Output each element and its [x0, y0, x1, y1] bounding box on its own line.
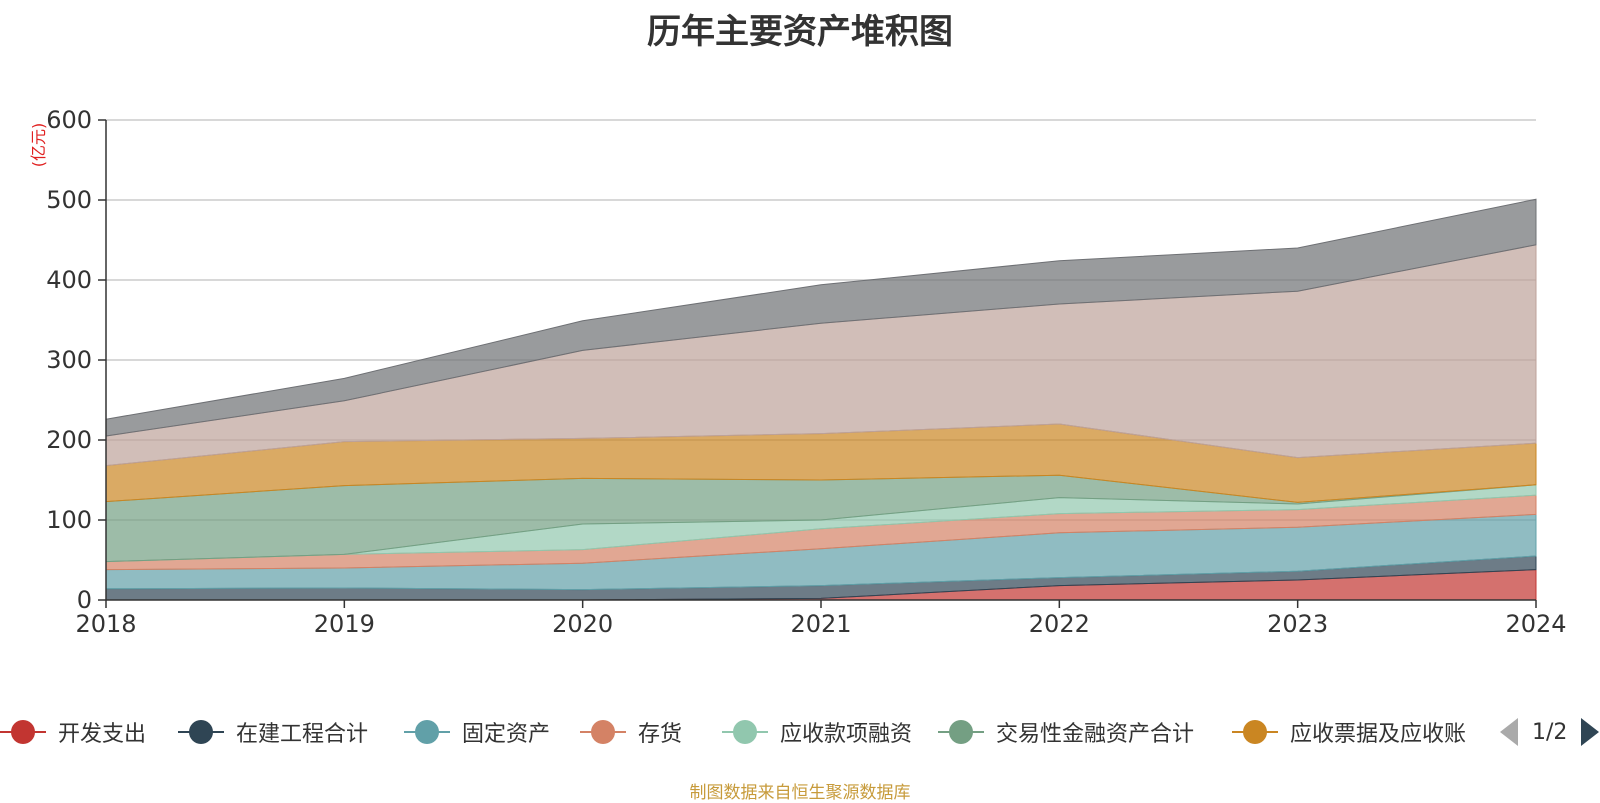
legend-label: 交易性金融资产合计 — [996, 722, 1195, 747]
legend-item[interactable]: 应收票据及应收账 — [1232, 712, 1466, 752]
x-tick-label: 2020 — [552, 610, 613, 638]
x-tick-label: 2022 — [1029, 610, 1090, 638]
legend-item[interactable]: 应收款项融资 — [722, 712, 912, 752]
legend-marker — [938, 720, 984, 744]
legend-item[interactable]: 开发支出 — [0, 712, 146, 752]
legend-label: 应收票据及应收账 — [1290, 722, 1467, 747]
legend-item[interactable]: 在建工程合计 — [178, 712, 368, 752]
axes: 0 100 200 300 400 500 600 2018 2019 2020 2021 2022 2… — [46, 106, 1566, 638]
y-tick-label: 200 — [46, 426, 92, 454]
x-tick-label: 2021 — [790, 610, 851, 638]
legend-marker — [0, 720, 46, 744]
legend-pager: 1/2 — [1500, 712, 1600, 752]
legend-label: 存货 — [638, 722, 683, 747]
x-tick-label: 2023 — [1267, 610, 1328, 638]
legend-label: 开发支出 — [58, 722, 147, 747]
y-tick-label: 600 — [46, 106, 92, 134]
legend-marker — [580, 720, 626, 744]
y-tick-label: 0 — [77, 586, 92, 614]
source-note: 制图数据来自恒生聚源数据库 — [689, 783, 911, 803]
legend-page-indicator: 1/2 — [1532, 719, 1568, 745]
y-tick-label: 400 — [46, 266, 92, 294]
triangle-left-icon[interactable] — [1500, 718, 1518, 746]
x-tick-label: 2024 — [1505, 610, 1566, 638]
legend-marker — [404, 720, 450, 744]
series-areas — [105, 198, 1537, 601]
legend-label: 应收款项融资 — [780, 722, 913, 747]
legend-marker — [722, 720, 768, 744]
triangle-right-icon[interactable] — [1581, 718, 1600, 746]
x-tick-label: 2018 — [75, 610, 136, 638]
legend-marker — [1232, 720, 1278, 744]
legend-marker — [178, 720, 224, 744]
y-tick-label: 300 — [46, 346, 92, 374]
y-axis-unit-label: (亿元) — [29, 123, 48, 168]
legend-item[interactable]: 存货 — [580, 712, 682, 752]
legend-label: 固定资产 — [462, 722, 551, 747]
chart-title: 历年主要资产堆积图 — [647, 12, 953, 52]
y-tick-label: 500 — [46, 186, 92, 214]
x-tick-label: 2019 — [314, 610, 375, 638]
legend: 开发支出 在建工程合计 固定资产 存货 应收款项融资 交易性金融资产合计 应收票据及应收账 — [0, 712, 1600, 752]
series-area-9 — [105, 198, 1537, 437]
y-tick-label: 100 — [46, 506, 92, 534]
legend-item[interactable]: 交易性金融资产合计 — [938, 712, 1194, 752]
legend-item[interactable]: 固定资产 — [404, 712, 550, 752]
legend-label: 在建工程合计 — [236, 722, 369, 747]
